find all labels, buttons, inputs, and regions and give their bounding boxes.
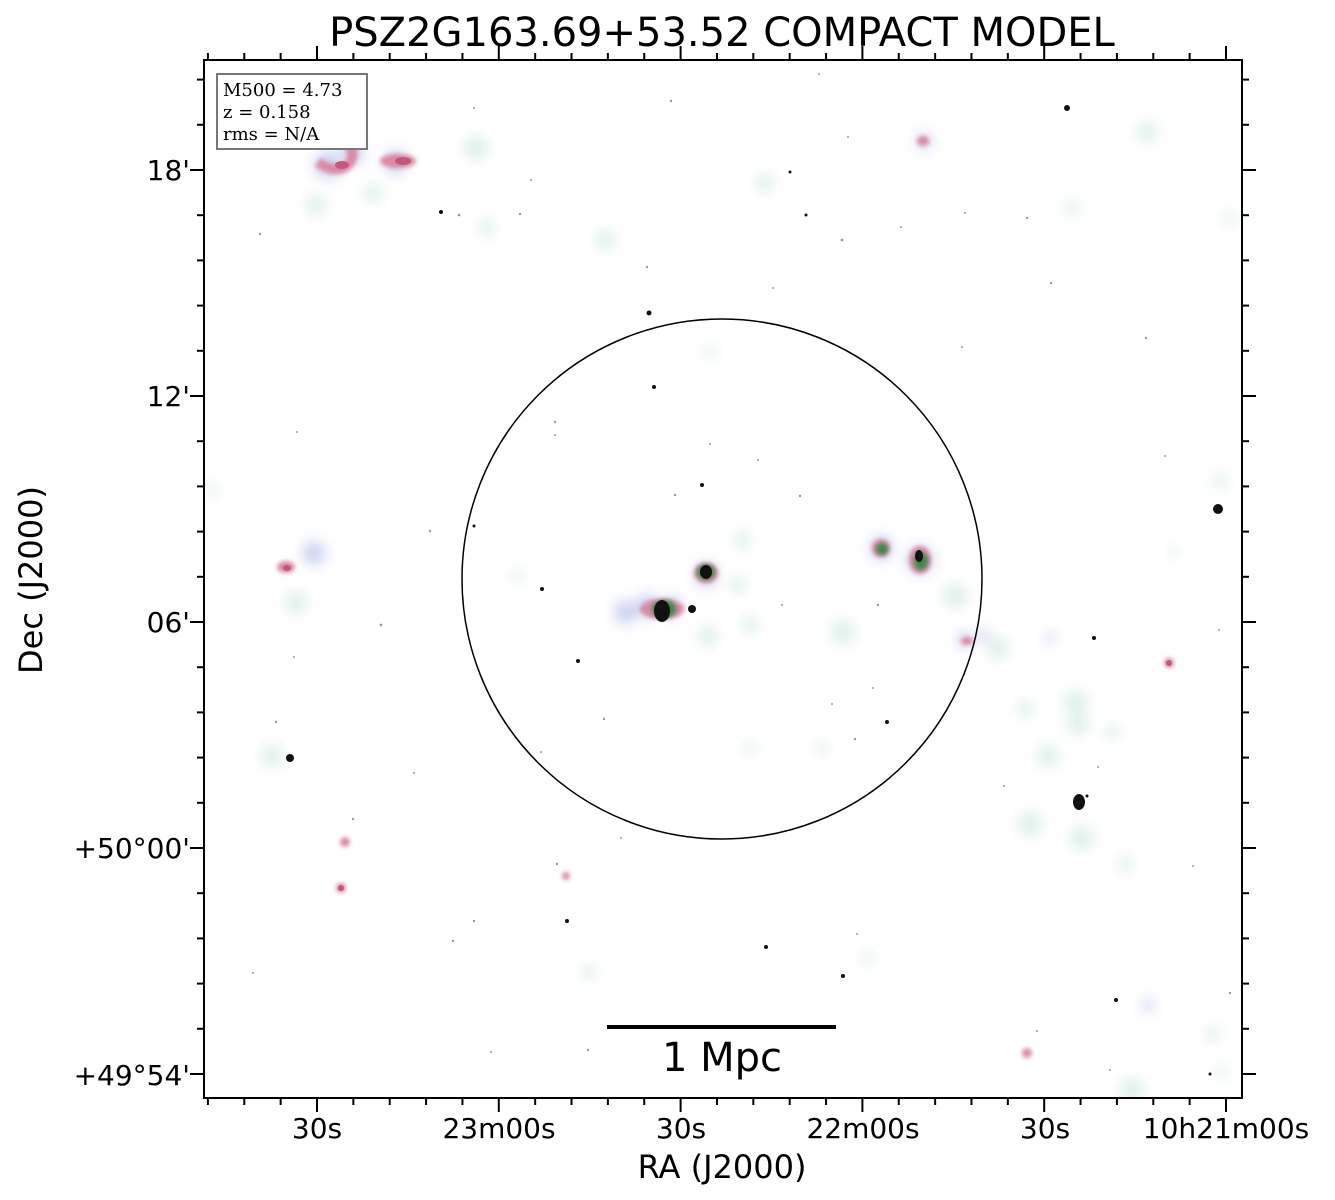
figure-title: PSZ2G163.69+53.52 COMPACT MODEL	[329, 10, 1115, 56]
plot-frame	[203, 59, 1243, 1099]
scalebar-label: 1 Mpc	[662, 1035, 782, 1081]
info-line-m500: M500 = 4.73	[223, 80, 342, 101]
background-speckles	[252, 73, 1232, 1071]
x-axis-label: RA (J2000)	[638, 1148, 807, 1186]
emission-peaks	[283, 157, 1172, 891]
y-tick-label: +50°00'	[74, 832, 190, 865]
y-tick-label: 18'	[147, 154, 190, 187]
x-tick-label: 30s	[656, 1112, 706, 1145]
y-tick-label: 12'	[147, 380, 190, 413]
y-axis-label: Dec (J2000)	[12, 486, 50, 674]
x-tick-label: 23m00s	[442, 1112, 555, 1145]
y-tick-label: 06'	[147, 606, 190, 639]
x-tick-label: 30s	[292, 1112, 342, 1145]
info-line-rms: rms = N/A	[223, 124, 320, 145]
y-tick-label: +49°54'	[74, 1059, 190, 1092]
axis-ticks	[190, 46, 1256, 1112]
sky-image	[204, 60, 1242, 1098]
x-tick-label: 10h21m00s	[1143, 1112, 1310, 1145]
faint-sources	[206, 122, 1236, 1098]
compact-cores	[286, 105, 1223, 1076]
y-tick-labels: 18' 12' 06' +50°00' +49°54'	[74, 154, 190, 1092]
r500-circle	[461, 318, 983, 840]
x-tick-label: 22m00s	[806, 1112, 919, 1145]
info-box: M500 = 4.73 z = 0.158 rms = N/A	[216, 73, 368, 150]
x-tick-label: 30s	[1020, 1112, 1070, 1145]
info-line-z: z = 0.158	[223, 102, 311, 123]
x-tick-labels: 30s 23m00s 30s 22m00s 30s 10h21m00s	[292, 1112, 1309, 1145]
